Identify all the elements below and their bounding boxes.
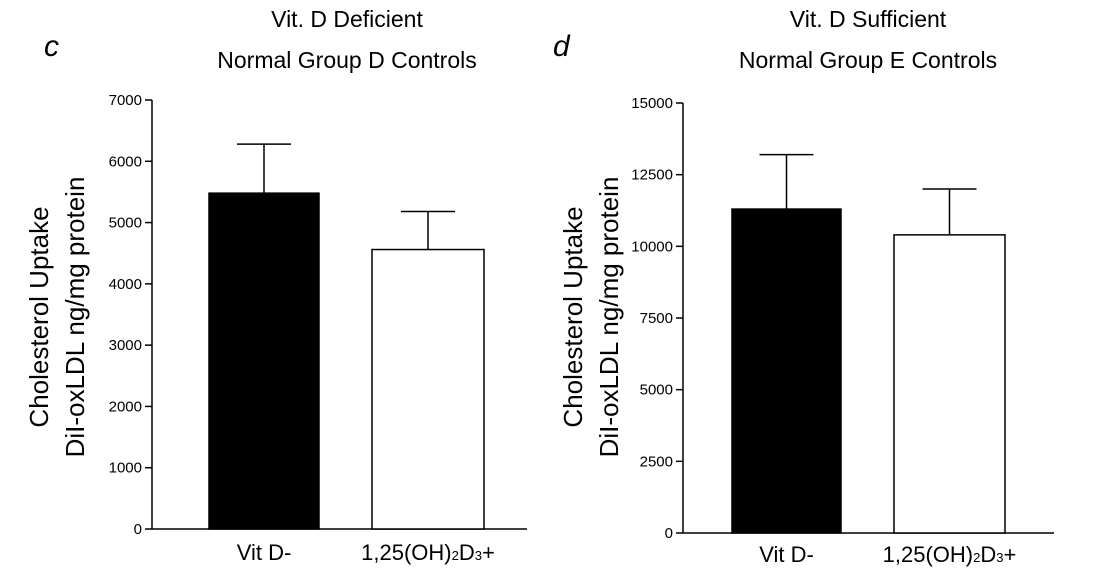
y-tick-label: 2000 <box>109 398 142 415</box>
chart-title-line: Normal Group D Controls <box>217 47 476 73</box>
y-tick-label: 7500 <box>640 310 673 327</box>
y-tick-label: 0 <box>134 521 142 538</box>
x-category-label: 1,25(OH)2D3+ <box>361 540 495 565</box>
bar <box>893 234 1006 534</box>
y-tick-label: 15000 <box>631 95 673 112</box>
y-tick-label: 4000 <box>109 276 142 293</box>
x-category-label: 1,25(OH)2D3+ <box>883 542 1017 567</box>
y-axis-label-line: Cholesterol Uptake <box>558 206 588 427</box>
panel-letter: c <box>44 30 59 63</box>
chart-title-line: Vit. D Deficient <box>271 6 423 32</box>
y-tick-label: 6000 <box>109 153 142 170</box>
y-axis-label-line: DiI-oxLDL ng/mg protein <box>594 177 624 458</box>
bar <box>731 208 842 534</box>
y-tick-label: 12500 <box>631 167 673 184</box>
chart-title-line: Normal Group E Controls <box>739 47 997 73</box>
bar <box>371 248 485 530</box>
y-tick-label: 5000 <box>109 215 142 232</box>
y-tick-label: 0 <box>665 525 673 542</box>
y-tick-label: 3000 <box>109 337 142 354</box>
y-axis-label-line: DiI-oxLDL ng/mg protein <box>60 177 90 458</box>
y-tick-label: 7000 <box>109 92 142 109</box>
x-category-label: Vit D- <box>759 542 814 567</box>
y-tick-label: 10000 <box>631 238 673 255</box>
chart-title-line: Vit. D Sufficient <box>790 6 947 32</box>
y-tick-label: 1000 <box>109 460 142 477</box>
panel-letter: d <box>553 30 571 63</box>
bar <box>208 192 320 530</box>
y-tick-label: 2500 <box>640 453 673 470</box>
y-axis-label-line: Cholesterol Uptake <box>24 206 54 427</box>
x-category-label: Vit D- <box>237 540 292 565</box>
y-tick-label: 5000 <box>640 382 673 399</box>
